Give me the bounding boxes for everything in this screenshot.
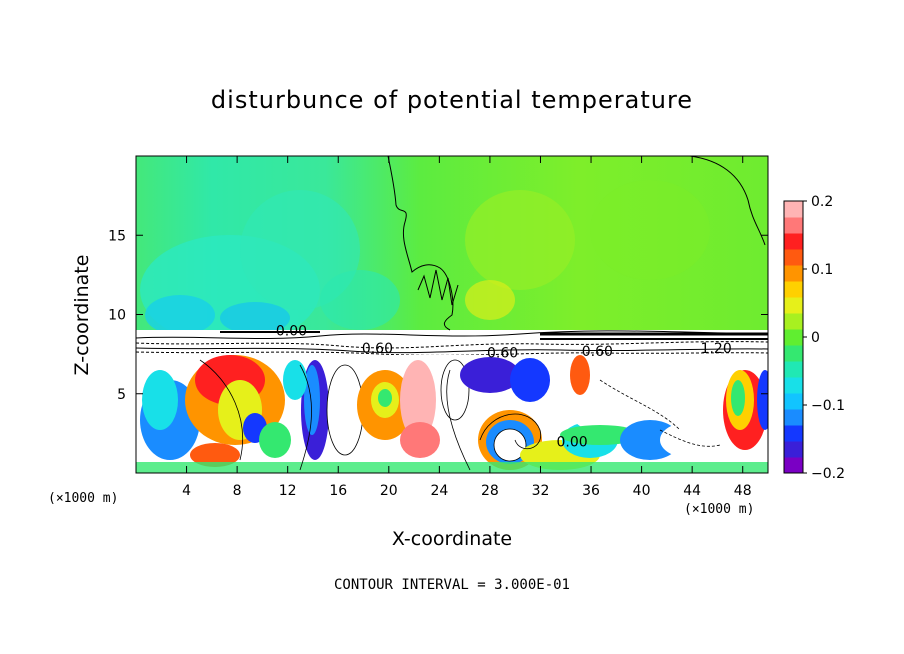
contour-label: 0.60 [582,344,613,360]
colorbar-tick-label: 0.1 [811,262,833,278]
colorbar-swatch [784,313,803,330]
x-tick-label: 44 [683,483,701,499]
x-tick-label: 20 [380,483,398,499]
colorbar-tick-label: −0.2 [811,466,845,482]
colorbar-tick-label: 0 [811,330,820,346]
y-tick-label: 10 [108,308,126,324]
colorbar-tick-label: −0.1 [811,398,845,414]
colorbar-swatch [784,201,803,218]
colorbar-swatch [784,457,803,474]
colorbar-swatch [784,329,803,346]
x-tick-label: 32 [532,483,550,499]
y-tick-label: 15 [108,228,126,244]
colorbar-swatch [784,281,803,298]
x-tick-label: 12 [279,483,297,499]
colorbar-swatch [784,297,803,314]
x-tick-label: 36 [582,483,600,499]
colorbar-swatch [784,441,803,458]
colorbar-swatch [784,425,803,442]
contour-label: 0.60 [362,341,393,357]
x-tick-label: 4 [182,483,191,499]
x-tick-label: 48 [734,483,752,499]
colorbar-swatch [784,409,803,426]
x-unit-label-right: (×1000 m) [684,502,755,517]
colorbar: 0.2 0.1 0 −0.1 −0.2 [783,194,845,482]
y-tick-label: 5 [117,387,126,403]
colorbar-swatch [784,377,803,394]
contour-label: 1.20 [701,341,732,357]
x-tick-label: 16 [329,483,347,499]
colorbar-swatch [784,393,803,410]
x-tick-label: 28 [481,483,499,499]
x-tick-label: 24 [430,483,448,499]
x-axis: 4 8 12 16 20 24 28 32 36 40 44 48 [182,156,752,499]
chart-title: disturbunce of potential temperature [210,86,694,114]
y-axis: 5 10 15 [108,228,768,403]
contour-label: 0.60 [487,346,518,362]
heatmap-field [136,156,768,473]
colorbar-swatch [784,345,803,362]
colorbar-swatch [784,249,803,266]
y-axis-label: Z-coordinate [71,254,93,376]
colorbar-swatch [784,217,803,234]
contour-label: 0.00 [276,323,307,339]
contour-label: 0.00 [556,434,587,450]
contour-labels: 0.00 0.60 0.60 0.60 1.20 0.00 [276,323,732,450]
colorbar-swatch [784,233,803,250]
x-tick-label: 40 [633,483,651,499]
x-unit-label-left: (×1000 m) [48,491,119,506]
colorbar-swatch [784,361,803,378]
zero-contour [387,156,766,331]
x-axis-label: X-coordinate [391,528,513,550]
x-tick-label: 8 [233,483,242,499]
contour-interval-note: CONTOUR INTERVAL = 3.000E-01 [333,577,570,593]
colorbar-swatch [784,265,803,282]
colorbar-tick-label: 0.2 [811,194,833,210]
